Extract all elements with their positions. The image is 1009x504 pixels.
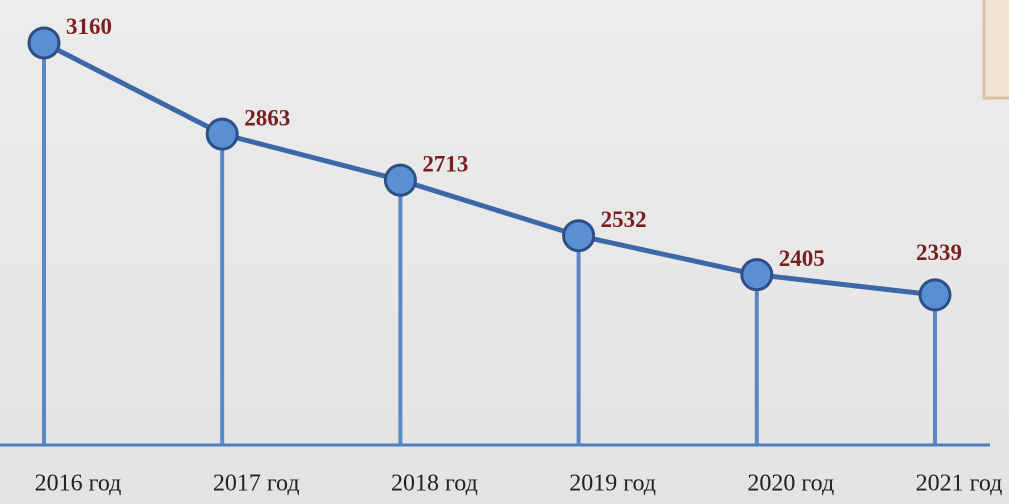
data-label: 3160 [66,14,112,39]
x-tick-label: 2017 год [213,471,300,497]
data-point [740,258,774,292]
x-tick-label: 2018 год [391,471,478,497]
data-label: 2339 [916,240,962,265]
data-label: 2713 [422,151,468,176]
data-point [205,117,239,151]
x-tick-label: 2021 год [916,471,1003,497]
x-tick-label: 2020 год [747,471,834,497]
data-label: 2863 [244,105,290,130]
data-point [562,219,596,253]
data-point [918,278,952,312]
data-point [27,26,61,60]
data-line [42,40,936,298]
x-tick-label: 2016 год [35,471,122,497]
decor-box [982,0,1009,100]
data-label: 2405 [779,246,825,271]
data-label: 2532 [601,207,647,232]
x-tick-label: 2019 год [569,471,656,497]
data-point [383,163,417,197]
